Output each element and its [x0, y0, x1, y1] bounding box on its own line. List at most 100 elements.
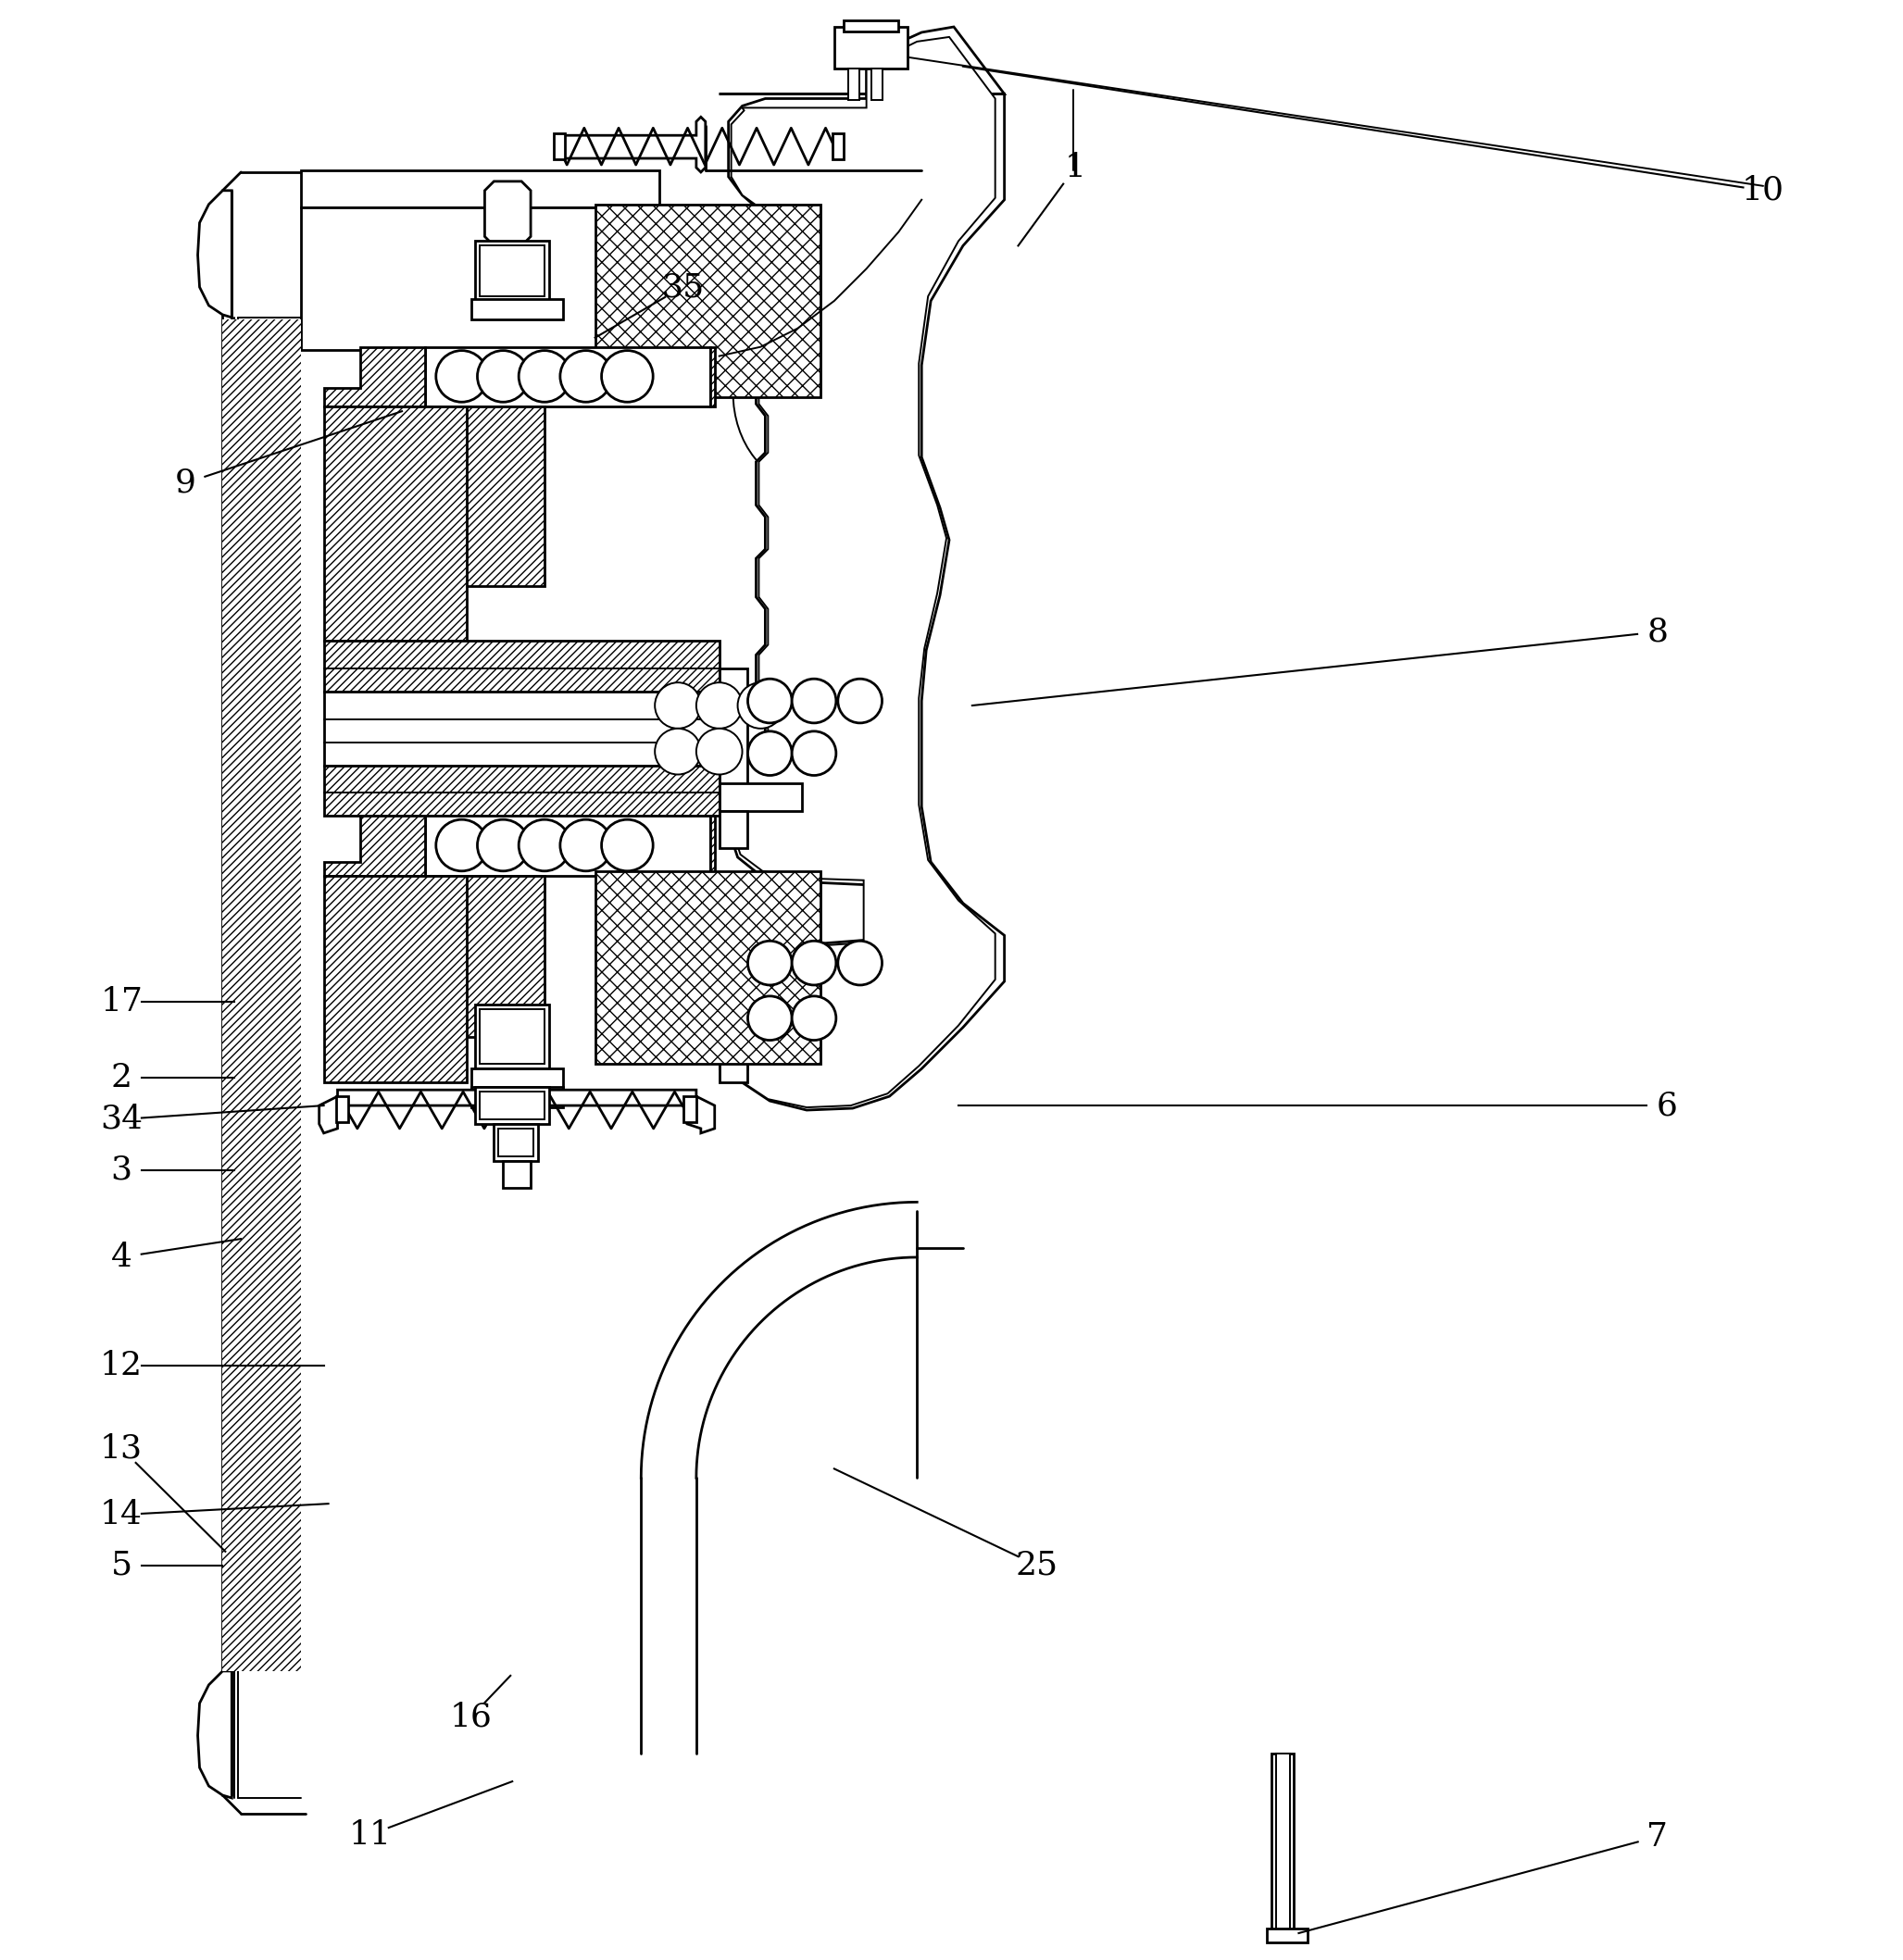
Bar: [849, 69, 858, 100]
Text: 35: 35: [660, 270, 704, 304]
Bar: [719, 811, 746, 849]
Text: 3: 3: [110, 1154, 131, 1186]
Bar: [329, 429, 462, 447]
Circle shape: [559, 819, 611, 870]
Circle shape: [601, 819, 653, 870]
Circle shape: [478, 819, 529, 870]
Bar: [424, 347, 710, 406]
Polygon shape: [198, 1672, 232, 1797]
Text: 11: 11: [348, 1819, 390, 1850]
Bar: [329, 933, 462, 951]
Circle shape: [601, 351, 653, 402]
Circle shape: [655, 729, 700, 774]
Polygon shape: [485, 1009, 531, 1068]
Bar: [476, 1004, 550, 1068]
Bar: [424, 815, 710, 876]
Bar: [1267, 1929, 1307, 1942]
Text: 12: 12: [101, 1350, 143, 1382]
Circle shape: [436, 351, 487, 402]
Bar: [223, 319, 301, 1672]
Polygon shape: [485, 182, 531, 245]
Circle shape: [655, 682, 700, 729]
Circle shape: [696, 729, 742, 774]
Circle shape: [792, 996, 835, 1041]
Bar: [470, 300, 563, 319]
Bar: [843, 20, 898, 31]
Circle shape: [748, 678, 792, 723]
Bar: [329, 978, 462, 994]
Bar: [834, 27, 908, 69]
Bar: [719, 668, 746, 794]
Circle shape: [792, 941, 835, 986]
Bar: [301, 171, 660, 208]
Circle shape: [837, 678, 883, 723]
Circle shape: [748, 731, 792, 776]
Bar: [554, 133, 565, 159]
Bar: [329, 496, 462, 512]
Circle shape: [478, 351, 529, 402]
Bar: [324, 406, 466, 641]
Circle shape: [696, 682, 742, 729]
Circle shape: [792, 731, 835, 776]
Bar: [499, 1129, 533, 1156]
Circle shape: [436, 819, 487, 870]
Bar: [719, 945, 801, 972]
Bar: [683, 1096, 696, 1121]
Text: 4: 4: [110, 1241, 131, 1272]
Bar: [329, 563, 462, 578]
Polygon shape: [710, 815, 716, 876]
Bar: [495, 1123, 539, 1160]
Bar: [1271, 1754, 1294, 1938]
Bar: [596, 870, 820, 1064]
Circle shape: [792, 678, 835, 723]
Circle shape: [837, 941, 883, 986]
Bar: [470, 1088, 563, 1107]
Circle shape: [520, 351, 571, 402]
Text: 8: 8: [1646, 615, 1669, 647]
Bar: [301, 208, 660, 349]
Text: 14: 14: [101, 1499, 143, 1531]
Polygon shape: [324, 347, 424, 406]
Bar: [480, 1009, 544, 1064]
Bar: [329, 956, 462, 972]
Bar: [329, 451, 462, 468]
Bar: [335, 1096, 348, 1121]
Bar: [329, 541, 462, 557]
Bar: [1275, 1754, 1290, 1938]
Bar: [480, 1092, 544, 1119]
Bar: [596, 204, 820, 398]
Text: 1: 1: [1064, 151, 1087, 184]
Bar: [324, 641, 719, 692]
Bar: [719, 1047, 746, 1082]
Bar: [476, 241, 550, 302]
Text: 25: 25: [1014, 1550, 1058, 1582]
Text: 13: 13: [101, 1433, 143, 1464]
Text: 6: 6: [1656, 1090, 1677, 1121]
Text: 5: 5: [110, 1550, 131, 1582]
Circle shape: [748, 941, 792, 986]
Bar: [719, 784, 801, 811]
Polygon shape: [719, 27, 1005, 1109]
Bar: [480, 245, 544, 296]
Polygon shape: [324, 815, 424, 876]
Polygon shape: [710, 347, 716, 406]
Bar: [324, 876, 466, 1082]
Text: 10: 10: [1741, 174, 1785, 206]
Bar: [462, 406, 544, 586]
Circle shape: [520, 819, 571, 870]
Text: 34: 34: [101, 1103, 143, 1135]
Bar: [329, 474, 462, 490]
Circle shape: [559, 351, 611, 402]
Text: 16: 16: [449, 1701, 493, 1733]
Polygon shape: [731, 37, 995, 1107]
Text: 9: 9: [175, 466, 196, 498]
Bar: [324, 764, 719, 815]
Bar: [719, 945, 746, 1068]
Bar: [324, 692, 719, 764]
Bar: [329, 517, 462, 535]
Bar: [462, 876, 544, 1037]
Bar: [872, 69, 883, 100]
Polygon shape: [198, 190, 232, 318]
Circle shape: [748, 996, 792, 1041]
Polygon shape: [320, 1090, 716, 1133]
